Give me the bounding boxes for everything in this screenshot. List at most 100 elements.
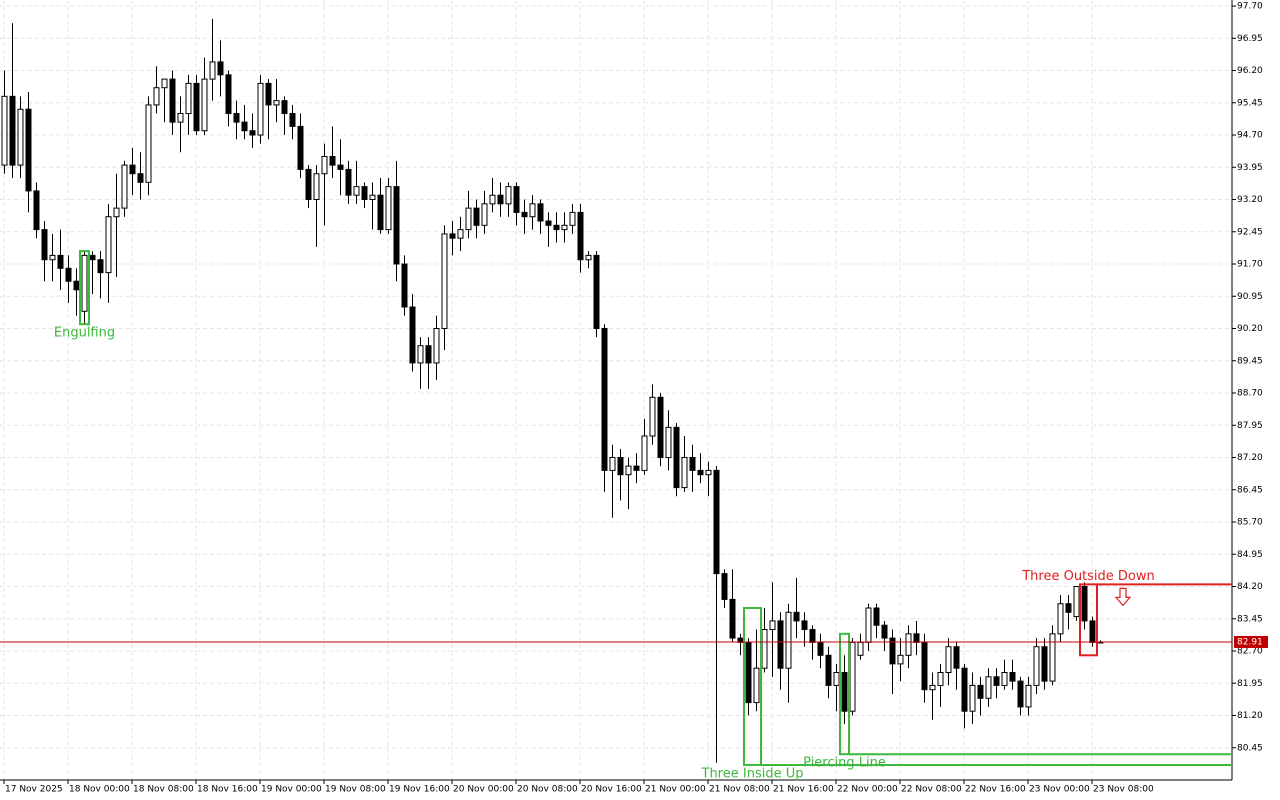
candle bbox=[121, 160, 128, 217]
candle-body bbox=[385, 186, 392, 231]
candle bbox=[401, 255, 408, 316]
candle bbox=[225, 70, 232, 127]
candle-body bbox=[377, 194, 384, 231]
candle-body bbox=[897, 654, 904, 665]
candle bbox=[249, 113, 256, 148]
candle-body bbox=[1009, 672, 1016, 682]
candle bbox=[593, 251, 600, 338]
candle-body bbox=[393, 186, 400, 265]
candle-body bbox=[721, 573, 728, 600]
candle-body bbox=[409, 306, 416, 364]
candle bbox=[561, 212, 568, 243]
candle-body bbox=[945, 646, 952, 674]
x-tick-label: 21 Nov 00:00 bbox=[645, 785, 706, 795]
candle bbox=[577, 203, 584, 273]
candle-body bbox=[369, 194, 376, 201]
candle-body bbox=[1065, 603, 1072, 613]
candle bbox=[497, 182, 504, 217]
x-tick-label: 20 Nov 08:00 bbox=[517, 785, 578, 795]
candle bbox=[545, 212, 552, 247]
candle bbox=[441, 225, 448, 351]
x-tick-label: 20 Nov 16:00 bbox=[581, 785, 642, 795]
x-tick-label: 18 Nov 08:00 bbox=[133, 785, 194, 795]
y-tick-label: 94.70 bbox=[1237, 131, 1263, 141]
candle-body bbox=[625, 465, 632, 476]
candle bbox=[897, 638, 904, 682]
candle-body bbox=[361, 186, 368, 201]
candle-body bbox=[25, 108, 32, 192]
candle-body bbox=[585, 254, 592, 261]
candle bbox=[233, 100, 240, 140]
candle bbox=[161, 78, 168, 123]
candle bbox=[929, 672, 936, 720]
candle bbox=[665, 410, 672, 471]
candle-body bbox=[81, 254, 88, 312]
candle-body bbox=[297, 125, 304, 170]
candle-body bbox=[105, 216, 112, 274]
candle bbox=[801, 612, 808, 647]
candle bbox=[937, 663, 944, 707]
candle bbox=[841, 655, 848, 725]
x-tick-label: 18 Nov 16:00 bbox=[197, 785, 258, 795]
candle-body bbox=[145, 104, 152, 183]
candle bbox=[65, 255, 72, 303]
candle-body bbox=[905, 633, 912, 656]
y-tick-label: 81.20 bbox=[1237, 711, 1263, 721]
candle-body bbox=[801, 620, 808, 631]
y-tick-label: 90.95 bbox=[1237, 292, 1263, 302]
y-tick-label: 83.45 bbox=[1237, 614, 1263, 624]
candle-body bbox=[177, 113, 184, 123]
candle bbox=[305, 165, 312, 209]
candle-body bbox=[321, 156, 328, 175]
candle-body bbox=[705, 469, 712, 476]
candle bbox=[209, 18, 216, 101]
candle-body bbox=[641, 435, 648, 471]
candle-body bbox=[977, 684, 984, 699]
candle-body bbox=[857, 641, 864, 656]
y-tick-label: 92.45 bbox=[1237, 227, 1263, 237]
candle bbox=[473, 199, 480, 239]
candle-body bbox=[185, 82, 192, 115]
candle-body bbox=[529, 203, 536, 218]
pattern-label: Three Outside Down bbox=[1021, 569, 1155, 584]
candle bbox=[321, 143, 328, 226]
candle-body bbox=[473, 207, 480, 226]
candle-body bbox=[729, 598, 736, 639]
candle bbox=[241, 104, 248, 140]
candle bbox=[753, 629, 760, 712]
candle bbox=[1073, 586, 1080, 621]
y-tick-label: 97.70 bbox=[1237, 2, 1263, 12]
candle bbox=[337, 139, 344, 196]
candle-body bbox=[865, 607, 872, 643]
candle bbox=[313, 165, 320, 247]
candle bbox=[25, 92, 32, 213]
x-tick-label: 19 Nov 08:00 bbox=[325, 785, 386, 795]
candle-body bbox=[233, 113, 240, 123]
candle-body bbox=[921, 641, 928, 691]
candle bbox=[1, 70, 8, 174]
candle-body bbox=[913, 633, 920, 643]
last-price-label: 82.91 bbox=[1237, 637, 1263, 647]
candle-body bbox=[417, 345, 424, 364]
candle bbox=[49, 233, 56, 282]
candle bbox=[1065, 595, 1072, 630]
candle bbox=[1081, 582, 1088, 630]
candle-body bbox=[425, 345, 432, 364]
candle-body bbox=[713, 469, 720, 575]
candle-body bbox=[313, 173, 320, 201]
candle-body bbox=[969, 684, 976, 712]
candle bbox=[449, 221, 456, 256]
candle-body bbox=[329, 156, 336, 166]
candle-body bbox=[401, 263, 408, 308]
candle bbox=[689, 444, 696, 492]
x-tick-label: 18 Nov 00:00 bbox=[69, 785, 130, 795]
candle-body bbox=[689, 457, 696, 471]
candle-body bbox=[569, 211, 576, 226]
candle-body bbox=[505, 186, 512, 205]
candle bbox=[873, 603, 880, 639]
candle bbox=[569, 203, 576, 234]
candle bbox=[185, 74, 192, 136]
x-tick-label: 22 Nov 08:00 bbox=[901, 785, 962, 795]
pattern-box bbox=[839, 632, 850, 756]
pattern-box bbox=[1079, 583, 1098, 657]
